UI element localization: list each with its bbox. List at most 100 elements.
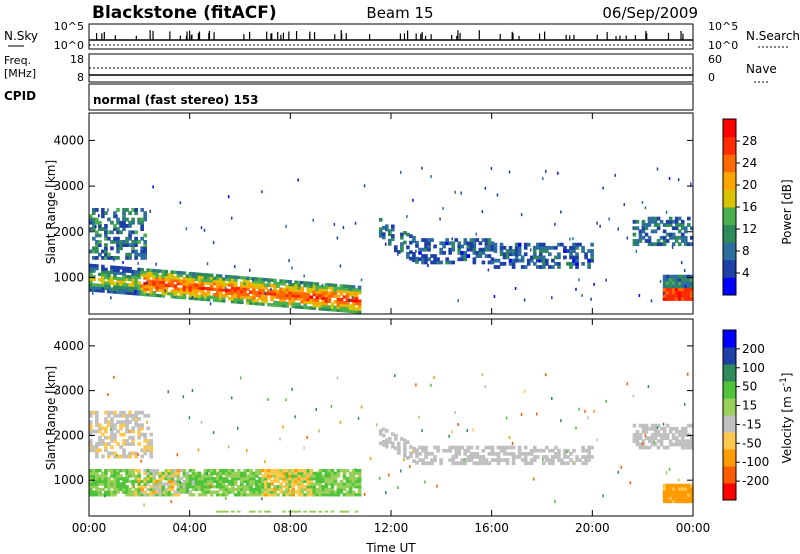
power-cell [415,256,419,261]
velocity-cell [285,468,289,473]
velocity-cell [656,430,661,434]
velocity-cell [620,465,623,469]
power-heatmap [89,166,694,314]
velocity-cell [270,482,274,486]
power-cell [125,243,129,247]
velocity-cell [261,487,265,492]
power-cell [200,281,205,285]
power-cell [134,236,138,241]
velocity-cell [92,477,96,481]
power-cell [635,249,638,253]
velocity-cell [306,436,308,440]
velocity-cell [221,479,226,484]
velocity-cell [339,482,344,486]
power-cell [418,250,422,255]
power-cell [303,274,305,278]
power-cell [252,298,256,303]
power-cell [146,287,150,291]
velocity-cell [315,407,317,411]
velocity-cell [650,423,655,428]
velocity-cell [230,477,235,481]
power-cell [557,171,559,175]
velocity-cell [686,442,691,447]
power-cell [173,270,178,274]
power-cell [421,238,425,242]
velocity-cell [632,423,637,428]
power-cell [312,301,317,305]
power-cell [481,250,486,255]
velocity-cell [116,420,120,424]
power-cell [357,307,362,311]
power-cell [381,232,386,237]
power-cell [221,299,226,303]
velocity-cell [318,487,323,492]
velocity-cell [95,410,99,415]
velocity-ylabel: Slant Range [km] [44,366,58,470]
power-cell [101,255,105,260]
velocity-cell [221,510,226,513]
velocity-cell [683,496,688,501]
velocity-cell [104,485,108,489]
power-cell [686,274,691,279]
power-cell [433,244,437,249]
power-cell [520,258,525,263]
power-cell [668,287,673,292]
velocity-cell [430,383,432,387]
velocity-cell [140,459,142,463]
power-cell [318,296,323,300]
power-cell [445,241,449,246]
power-cell [333,289,338,293]
power-cell [128,275,132,279]
velocity-cell [104,490,108,494]
power-cell [357,310,362,314]
velocity-cell [517,448,522,453]
velocity-cell [327,477,332,481]
velocity-cell [143,477,147,481]
power-cell [149,285,154,289]
power-cell [315,301,320,305]
power-cell [131,243,135,247]
power-cell [143,217,147,222]
velocity-cell [590,445,594,450]
velocity-cell [209,485,214,489]
velocity-cell [125,468,129,473]
velocity-cell [158,487,163,492]
power-cell [306,297,311,302]
power-cell [149,274,154,278]
velocity-cell [535,412,538,416]
power-cell [677,242,682,247]
power-cell [212,287,217,291]
power-cell [421,254,425,258]
velocity-cell [95,485,99,489]
velocity-cell [330,485,335,489]
power-cell [680,287,685,292]
velocity-cell [542,461,546,466]
power-cell [339,286,344,291]
velocity-cell [158,493,163,497]
velocity-cell [487,445,492,450]
velocity-cell [249,479,253,484]
velocity-cell [206,472,209,476]
power-cell [119,277,123,281]
velocity-cell [249,471,253,475]
velocity-cell [463,448,468,453]
power-cell [233,278,238,282]
velocity-cell [209,474,214,478]
power-cell [104,255,108,260]
power-cell [149,282,154,286]
velocity-cell [306,490,311,494]
power-cell [197,297,202,301]
velocity-cell [131,479,135,484]
velocity-cell [445,448,449,453]
power-cell [689,182,692,186]
power-cell [321,290,326,295]
velocity-cell [641,442,644,446]
power-cell [92,249,96,254]
power-cell [306,281,311,285]
power-cell [270,287,272,291]
velocity-cell [472,451,477,456]
velocity-cell [557,448,561,453]
power-cell [457,247,462,252]
power-cell [209,281,214,286]
power-cell [233,289,238,293]
